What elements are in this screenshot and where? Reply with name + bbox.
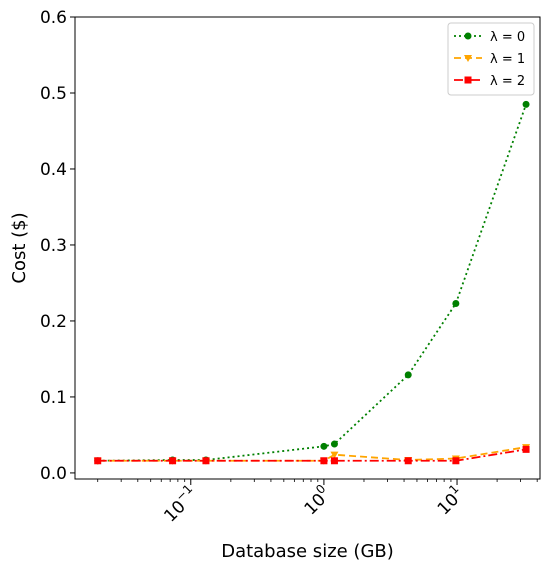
- data-point: [404, 371, 412, 379]
- data-point: [94, 457, 102, 465]
- x-tick-label: 100: [298, 482, 336, 520]
- series-line-1: [97, 446, 527, 462]
- legend-label: λ = 2: [490, 74, 525, 89]
- legend-marker: [464, 55, 472, 62]
- data-point: [202, 457, 210, 465]
- x-axis-ticks: 10−1 100 101: [97, 479, 538, 527]
- data-point: [452, 457, 460, 465]
- data-point: [522, 100, 530, 108]
- data-point: [522, 445, 530, 453]
- data-point: [330, 451, 339, 459]
- data-point: [330, 440, 338, 448]
- legend-marker: [464, 32, 472, 40]
- y-tick-label: 0.6: [40, 8, 67, 28]
- y-tick-label: 0.3: [40, 236, 67, 256]
- y-axis-label: Cost ($): [9, 212, 30, 283]
- legend-label: λ = 0: [490, 30, 525, 45]
- y-tick-label: 0.1: [40, 388, 67, 408]
- series-line-0: [97, 104, 527, 462]
- data-point: [330, 457, 338, 465]
- y-tick-label: 0.2: [40, 312, 67, 332]
- legend-marker: [464, 76, 472, 84]
- data-point: [320, 457, 328, 465]
- legend-label: λ = 1: [490, 52, 525, 67]
- x-tick-label: 101: [431, 482, 469, 520]
- plot-frame: [74, 16, 541, 480]
- series-line-2: [97, 448, 527, 462]
- data-point: [452, 299, 460, 307]
- plot-area: [93, 100, 531, 465]
- y-tick-label: 0.4: [40, 160, 67, 180]
- data-point: [320, 442, 328, 450]
- legend: λ = 0 λ = 1 λ = 2: [447, 22, 535, 96]
- x-tick-label: 10−1: [158, 482, 203, 527]
- data-point: [404, 457, 412, 465]
- y-axis-ticks: 0.0 0.1 0.2 0.3 0.4 0.5 0.6: [40, 8, 75, 484]
- y-tick-label: 0.0: [40, 464, 67, 484]
- y-tick-label: 0.5: [40, 84, 67, 104]
- x-axis-label: Database size (GB): [221, 541, 394, 562]
- data-point: [169, 457, 177, 465]
- series-group: [93, 100, 531, 465]
